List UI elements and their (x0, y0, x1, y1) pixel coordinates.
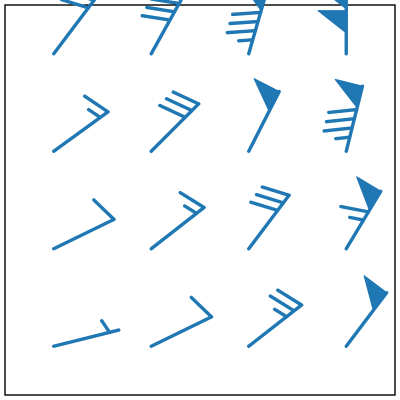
barb-flag (356, 176, 382, 211)
barb-half (237, 38, 255, 43)
barb-full (249, 200, 280, 213)
barb-full (339, 204, 371, 214)
barb-full (322, 126, 354, 133)
barb-full (225, 28, 258, 35)
barb-full (178, 190, 206, 210)
barb-half (86, 107, 102, 120)
barb-2-2 (247, 78, 281, 153)
barb-1-3 (140, 0, 183, 56)
barb-3-2 (322, 78, 365, 153)
barbs-layer (52, 0, 389, 348)
barb-0-0 (52, 319, 121, 348)
barb-full (324, 117, 357, 124)
barb-flag (334, 78, 364, 109)
barb-half (182, 204, 199, 216)
barb-shaft (52, 217, 116, 251)
barb-full (228, 19, 260, 26)
barb-full (140, 13, 172, 22)
barb-full (59, 0, 91, 10)
barb-0-2 (52, 94, 110, 153)
barb-full (150, 0, 181, 6)
barb-3-1 (339, 176, 383, 251)
barb-half (348, 215, 366, 222)
barb-shaft (149, 315, 214, 348)
barb-flag (252, 0, 265, 12)
barb-3-0 (344, 275, 389, 348)
barb-full (260, 185, 291, 197)
barb-full (158, 103, 187, 120)
barb-full (189, 295, 214, 319)
barb-full (83, 94, 110, 114)
barb-full (327, 107, 359, 115)
barb-full (276, 288, 304, 307)
barb-half (334, 135, 352, 141)
barb-2-3 (225, 0, 266, 56)
plot-frame (4, 4, 396, 396)
barb-half (273, 307, 289, 319)
barb-0-3 (52, 0, 96, 56)
barb-1-0 (149, 295, 214, 348)
barb-full (145, 5, 177, 14)
barb-flag (334, 0, 347, 10)
barb-full (230, 10, 263, 17)
barb-2-0 (247, 288, 304, 348)
barb-2-1 (247, 185, 291, 251)
barb-0-1 (52, 198, 116, 251)
barb-full (92, 198, 116, 222)
barb-full (164, 97, 194, 113)
barb-full (171, 90, 201, 106)
barb-3-3 (317, 0, 348, 56)
barb-flag (317, 10, 347, 34)
barb-flag (253, 78, 280, 112)
barb-full (268, 294, 296, 313)
barb-flag (363, 275, 388, 311)
barb-full (254, 192, 286, 205)
barb-1-2 (149, 90, 201, 153)
barb-1-1 (149, 190, 206, 251)
barb-half (100, 319, 112, 335)
